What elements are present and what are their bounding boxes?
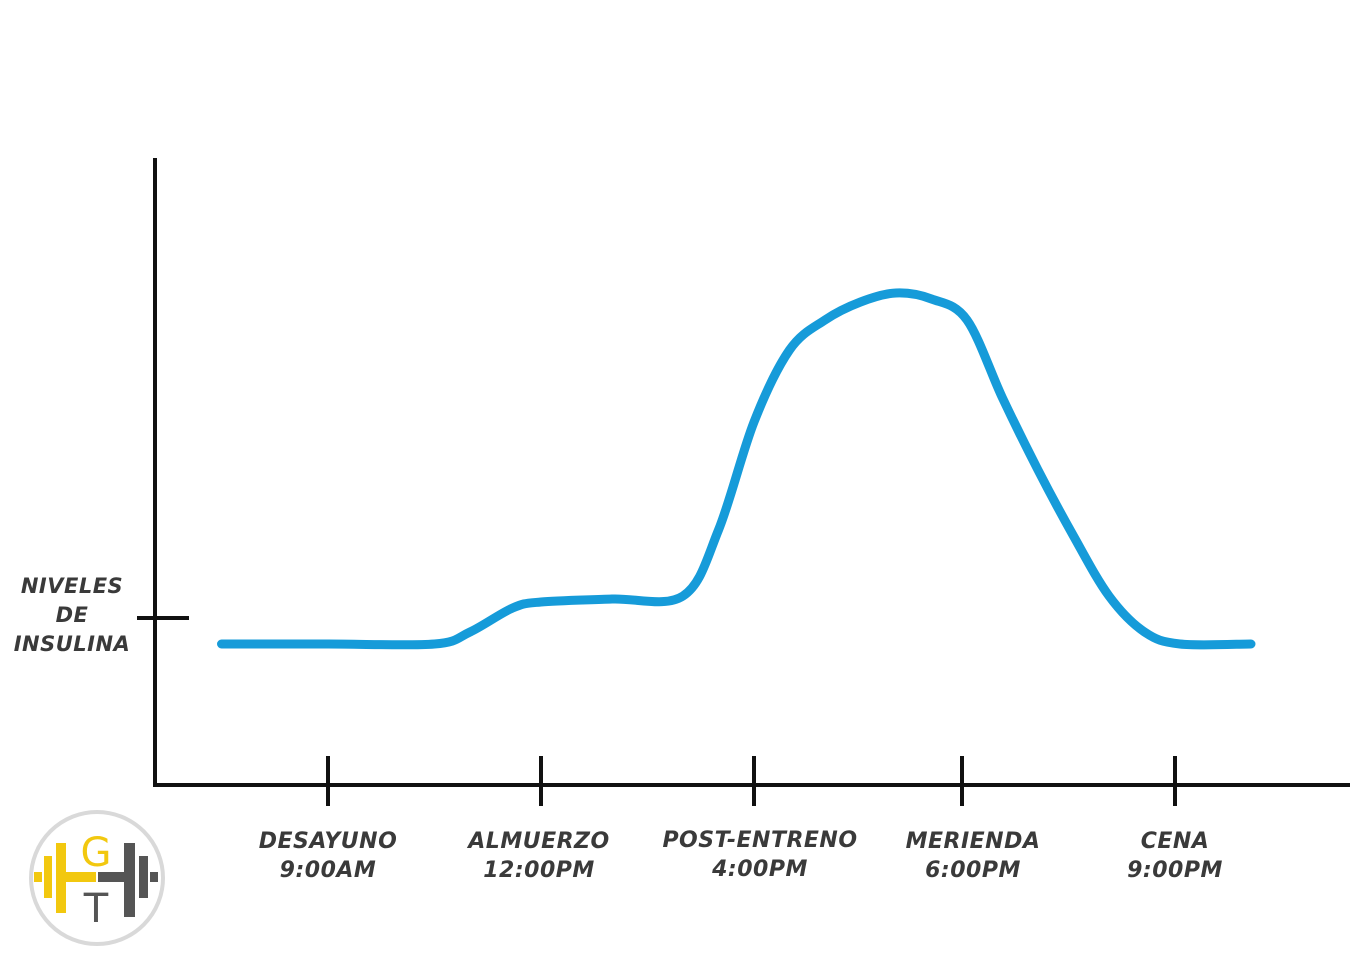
x-label-cena-time: 9:00PM (1127, 858, 1223, 883)
x-label-almuerzo-time: 12:00PM (483, 858, 595, 883)
x-label-cena-name: CENA (1141, 829, 1210, 854)
series-layer (217, 288, 1256, 650)
logo-gray-plate-1 (124, 843, 135, 917)
logo-gray-plate-2 (139, 856, 148, 898)
x-label-merienda-name: MERIENDA (906, 829, 1041, 854)
logo-yellow-plate-2 (56, 843, 66, 913)
logo-gray-bar-outer (150, 872, 158, 882)
x-label-almuerzo-name: ALMUERZO (466, 829, 609, 854)
x-label-post-entreno-time: 4:00PM (711, 857, 808, 882)
y-axis-label-line-3: INSULINA (14, 632, 131, 656)
y-axis-label-line-2: DE (56, 603, 89, 627)
logo-letter-t: T (83, 886, 109, 932)
x-label-merienda-time: 6:00PM (925, 858, 1021, 883)
x-label-desayuno-time: 9:00AM (280, 858, 377, 883)
logo-letter-g: G (81, 830, 112, 876)
logo-yellow-plate-1 (44, 856, 52, 898)
insulin-series-line-0 (217, 288, 1256, 650)
logo-yellow-bar (66, 872, 96, 882)
logo-yellow-bar-outer (34, 872, 42, 882)
y-axis-label-line-1: NIVELES (21, 574, 123, 598)
x-label-desayuno-name: DESAYUNO (259, 829, 398, 854)
gt-logo: G T (29, 810, 165, 946)
x-label-post-entreno-name: POST-ENTRENO (662, 828, 857, 853)
logo-gray-bar (98, 872, 124, 882)
